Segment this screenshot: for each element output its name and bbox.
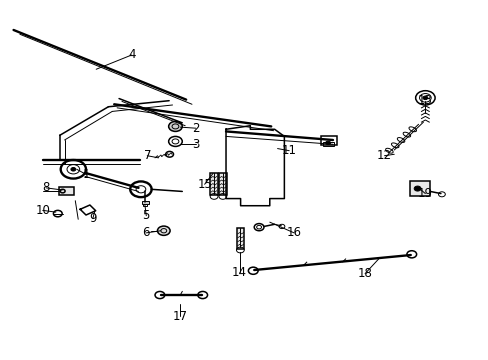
Text: 1: 1 <box>82 168 90 181</box>
Bar <box>219 173 226 195</box>
Text: 9: 9 <box>89 212 96 225</box>
Text: 10: 10 <box>35 204 50 217</box>
Text: 16: 16 <box>286 226 301 239</box>
Text: 19: 19 <box>417 187 432 200</box>
Bar <box>210 173 217 195</box>
Text: 17: 17 <box>172 310 187 323</box>
Text: 15: 15 <box>197 178 212 191</box>
Circle shape <box>71 167 76 171</box>
Circle shape <box>413 186 420 191</box>
Bar <box>142 202 148 204</box>
Text: 11: 11 <box>281 144 296 157</box>
Text: 7: 7 <box>143 149 151 162</box>
Text: 5: 5 <box>142 209 150 222</box>
Bar <box>143 204 147 206</box>
Bar <box>321 136 336 145</box>
Text: 6: 6 <box>142 226 150 239</box>
Bar <box>59 187 74 195</box>
Text: 13: 13 <box>417 94 432 107</box>
Text: 8: 8 <box>42 181 50 194</box>
Text: 12: 12 <box>376 149 391 162</box>
Circle shape <box>325 141 330 145</box>
Text: 3: 3 <box>192 138 199 151</box>
Circle shape <box>168 121 182 131</box>
Bar <box>236 228 244 249</box>
Circle shape <box>422 96 427 100</box>
Text: 4: 4 <box>128 49 135 62</box>
Circle shape <box>157 226 170 235</box>
Text: 14: 14 <box>232 266 246 279</box>
Bar <box>323 142 333 147</box>
Bar <box>409 181 429 196</box>
Text: 2: 2 <box>192 122 199 135</box>
Text: 18: 18 <box>357 267 372 280</box>
